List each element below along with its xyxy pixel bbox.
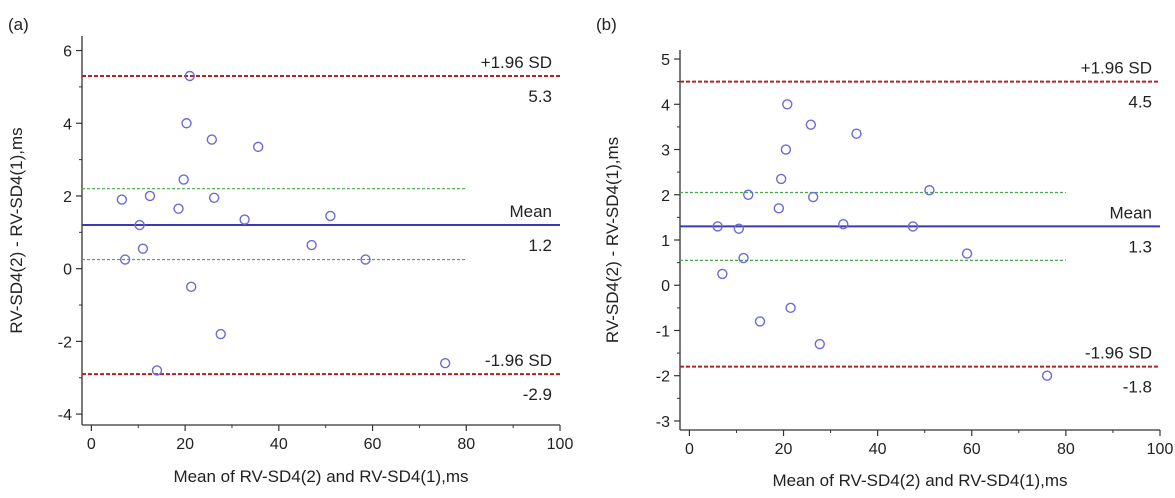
x-tick-label: 60 [963, 441, 981, 458]
panel-label: (a) [8, 15, 29, 34]
data-point [253, 141, 264, 153]
data-point [178, 174, 189, 185]
data-point [181, 118, 192, 129]
upper-loa-value-label: 5.3 [528, 87, 552, 106]
x-tick-label: 100 [1147, 441, 1174, 458]
x-tick-label: 80 [1057, 441, 1075, 458]
x-tick-label: 80 [457, 436, 475, 453]
x-tick-label: 0 [87, 436, 96, 453]
x-tick-label: 60 [364, 436, 382, 453]
data-point [738, 252, 749, 264]
y-tick-label: -4 [58, 407, 72, 424]
data-point [325, 210, 336, 222]
chart-panel-b: (b) -3 -2 -1 0 1 2 3 4 5 0 20 40 60 80 100 Mean of RV-SD… [596, 15, 1173, 490]
upper-loa-value-label: 4.5 [1128, 93, 1152, 112]
lower-loa-value-label: -1.8 [1123, 378, 1152, 397]
data-point [814, 338, 825, 350]
data-point [151, 365, 163, 376]
data-point [780, 144, 792, 155]
lower-loa-value-label: -2.9 [523, 385, 552, 404]
mean-label: Mean [509, 202, 552, 221]
panel-label: (b) [596, 15, 617, 34]
x-tick-label: 20 [176, 436, 194, 453]
y-axis-label: RV-SD4(2) - RV-SD4(1),ms [603, 137, 622, 343]
data-point [743, 189, 754, 200]
data-point [717, 268, 728, 280]
y-tick-label: 0 [661, 278, 670, 295]
data-point [924, 185, 935, 196]
data-point [712, 221, 723, 232]
data-point [208, 192, 220, 203]
mean-label: Mean [1109, 203, 1152, 222]
data-point [116, 194, 128, 205]
data-point [239, 214, 250, 225]
y-axis-label: RV-SD4(2) - RV-SD4(1),ms [7, 127, 26, 333]
y-tick-label: 2 [63, 189, 72, 206]
y-tick-label: -1 [656, 323, 670, 340]
data-point [961, 248, 973, 259]
y-tick-label: -3 [656, 414, 670, 431]
data-point [851, 128, 862, 139]
data-point [754, 316, 766, 327]
data-point [360, 254, 371, 265]
y-tick-label: 1 [661, 233, 670, 250]
data-point [185, 281, 197, 293]
y-tick-label: 5 [661, 52, 670, 69]
x-tick-label: 100 [547, 436, 574, 453]
data-point [907, 221, 919, 232]
data-point [805, 119, 817, 130]
data-point [807, 191, 819, 203]
data-point [134, 219, 145, 231]
y-tick-label: 4 [661, 97, 670, 114]
x-axis-label: Mean of RV-SD4(2) and RV-SD4(1),ms [173, 467, 468, 486]
x-tick-label: 20 [775, 441, 793, 458]
data-point [733, 223, 745, 234]
data-point [137, 243, 149, 254]
data-point [184, 70, 195, 82]
data-point [119, 254, 131, 265]
data-point [838, 218, 849, 230]
mean-value-label: 1.2 [528, 236, 552, 255]
data-point [785, 302, 796, 314]
upper-loa-label: +1.96 SD [481, 53, 552, 72]
y-tick-label: 4 [63, 116, 72, 133]
data-point [173, 203, 184, 214]
data-point [215, 328, 226, 340]
x-tick-label: 40 [270, 436, 288, 453]
data-point [439, 357, 451, 369]
data-point [1041, 370, 1053, 381]
y-tick-label: -2 [58, 334, 72, 351]
data-point [206, 134, 218, 145]
x-axis-label: Mean of RV-SD4(2) and RV-SD4(1),ms [772, 471, 1067, 490]
y-tick-label: -2 [656, 369, 670, 386]
y-tick-label: 6 [63, 44, 72, 61]
upper-loa-label: +1.96 SD [1081, 59, 1152, 78]
y-tick-label: 3 [661, 143, 670, 160]
y-tick-label: 0 [63, 262, 72, 279]
x-tick-label: 0 [685, 441, 694, 458]
x-tick-label: 40 [869, 441, 887, 458]
y-tick-label: 2 [661, 188, 670, 205]
data-point [773, 203, 785, 214]
lower-loa-label: -1.96 SD [1085, 344, 1152, 363]
data-point [144, 190, 156, 202]
lower-loa-label: -1.96 SD [485, 351, 552, 370]
mean-value-label: 1.3 [1128, 237, 1152, 256]
data-point [306, 239, 317, 251]
data-point [782, 99, 793, 110]
data-point [775, 173, 787, 185]
